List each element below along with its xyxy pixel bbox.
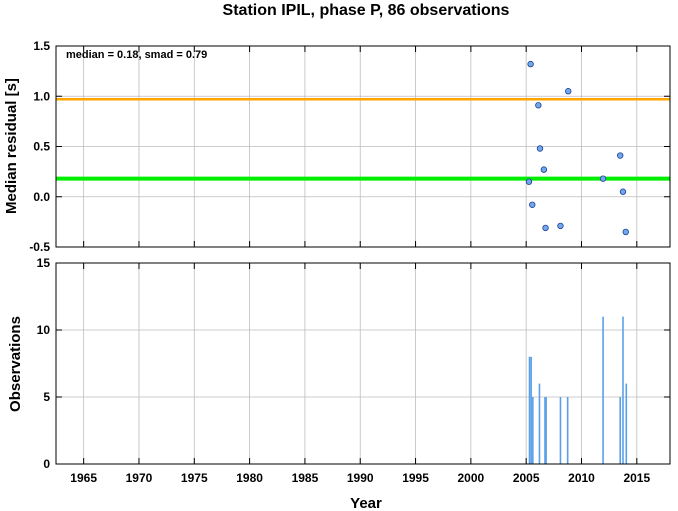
x-axis-ticks: 1965 1970 1975 1980 1985 1990 1995 2000 2005 2010…: [70, 46, 650, 485]
bottom-y-axis-label: Observations: [7, 316, 24, 412]
bottom-panel-frame: [55, 262, 671, 465]
top-y-tick-label: 1.0: [33, 89, 50, 103]
x-tick-label: 1990: [347, 471, 374, 485]
top-y-tick-label: 0.0: [33, 190, 50, 204]
top-y-tick-label: -0.5: [29, 240, 50, 254]
bottom-y-tick-label: 0: [43, 457, 50, 471]
residual-point: [540, 166, 548, 173]
residual-point: [557, 222, 564, 230]
top-y-tick-label: 0.5: [33, 140, 50, 154]
bottom-panel-bars: [528, 316, 628, 464]
residual-point: [527, 60, 534, 68]
bottom-y-tick-label: 5: [43, 390, 50, 404]
top-y-tick-label: 1.5: [33, 39, 50, 53]
x-tick-label: 2005: [513, 471, 540, 485]
x-tick-label: 1965: [70, 471, 97, 485]
x-tick-label: 2015: [623, 471, 650, 485]
residual-point: [617, 152, 624, 159]
bottom-panel-y-ticks: 0 5 10 15: [37, 256, 670, 471]
residual-point: [536, 145, 544, 152]
x-tick-label: 2010: [568, 471, 595, 485]
top-panel-y-ticks: -0.5 0.0 0.5 1.0 1.5: [29, 39, 670, 254]
bottom-y-tick-label: 15: [37, 256, 51, 270]
top-panel-reference-lines: [56, 98, 670, 181]
residual-point: [622, 228, 629, 236]
chart-title: Station IPIL, phase P, 86 observations: [223, 2, 510, 19]
residual-point: [535, 102, 542, 109]
x-tick-label: 1970: [126, 471, 153, 485]
x-tick-label: 2000: [458, 471, 485, 485]
top-y-axis-label: Median residual [s]: [3, 78, 20, 214]
residual-point: [619, 188, 627, 195]
x-axis-label: Year: [350, 495, 382, 511]
residual-point: [599, 175, 607, 182]
x-tick-label: 1980: [236, 471, 263, 485]
residual-point: [529, 201, 536, 208]
residual-point: [565, 88, 572, 95]
residual-point: [542, 224, 549, 232]
top-panel-grid: [56, 45, 670, 248]
bottom-y-tick-label: 10: [37, 323, 51, 337]
stats-annotation: median = 0.18, smad = 0.79: [66, 49, 207, 61]
residual-point: [525, 178, 533, 185]
x-tick-label: 1985: [292, 471, 319, 485]
top-panel-points: [525, 60, 629, 236]
x-tick-label: 1975: [181, 471, 208, 485]
x-tick-label: 1995: [402, 471, 429, 485]
bottom-panel-grid: [56, 262, 670, 465]
